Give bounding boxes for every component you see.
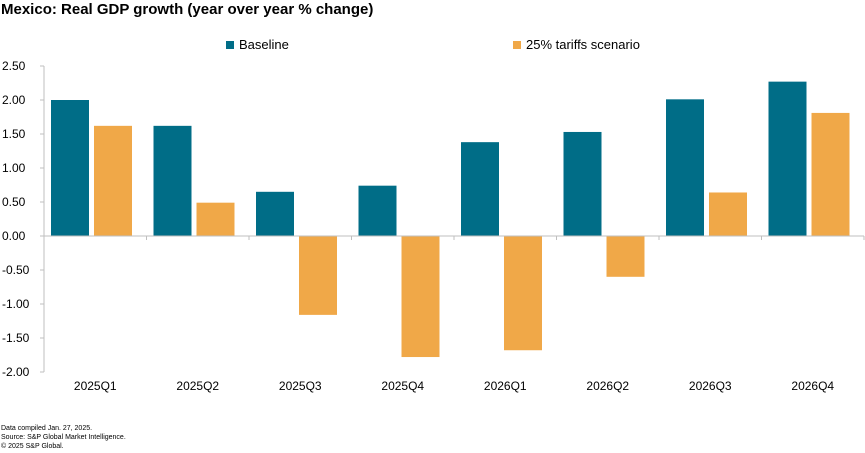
bar-baseline-2026Q2 (563, 131, 602, 236)
x-tick-label-2026Q4: 2026Q4 (791, 379, 834, 393)
x-tick-label-2026Q3: 2026Q3 (689, 379, 732, 393)
x-tick-label-2025Q2: 2025Q2 (176, 379, 219, 393)
x-tick-label-2025Q1: 2025Q1 (74, 379, 117, 393)
y-tick-label: 0.00 (2, 229, 26, 243)
y-tick-label: 0.50 (2, 195, 26, 209)
x-tick-label-2025Q3: 2025Q3 (279, 379, 322, 393)
bar-tariffs-2026Q3 (709, 192, 747, 236)
y-tick-label: -2.00 (2, 365, 30, 379)
y-tick-label: -1.50 (2, 331, 30, 345)
legend-label-tariffs: 25% tariffs scenario (526, 37, 640, 52)
legend-swatch-baseline (226, 40, 234, 49)
legend-item-tariffs: 25% tariffs scenario (513, 37, 640, 52)
footnote-data-compiled: Data compiled Jan. 27, 2025. (1, 425, 93, 432)
y-tick-label: 2.00 (2, 93, 26, 107)
y-tick-label: 2.50 (2, 59, 26, 73)
x-tick-label-2026Q1: 2026Q1 (484, 379, 527, 393)
y-tick-label: -0.50 (2, 263, 30, 277)
legend-swatch-tariffs (513, 40, 521, 49)
x-tick-label-2025Q4: 2025Q4 (381, 379, 424, 393)
chart-title: Mexico: Real GDP growth (year over year … (1, 1, 374, 18)
bar-baseline-2025Q1 (51, 100, 89, 236)
bar-baseline-2026Q4 (768, 81, 807, 236)
footnotes: Data compiled Jan. 27, 2025. Source: S&P… (1, 424, 126, 451)
legend-label-baseline: Baseline (239, 37, 289, 52)
bar-chart: 2.50 2.00 1.50 1.00 0.50 0.00 -0.50 -1.00 -1.50 -… (2, 59, 865, 393)
footnote-source: Source: S&P Global Market Intelligence. (1, 434, 126, 441)
legend-item-baseline: Baseline (226, 37, 289, 52)
bar-tariffs-2025Q3 (299, 236, 337, 315)
y-tick-label: 1.00 (2, 161, 26, 175)
bar-baseline-2025Q2 (153, 125, 192, 236)
bar-tariffs-2025Q2 (196, 202, 235, 236)
bar-baseline-2025Q4 (358, 185, 397, 236)
y-tick-label: 1.50 (2, 127, 26, 141)
bar-baseline-2025Q3 (256, 191, 294, 236)
x-tick-label-2026Q2: 2026Q2 (586, 379, 629, 393)
footnote-copyright: © 2025 S&P Global. (1, 443, 64, 450)
bar-tariffs-2026Q1 (504, 236, 542, 351)
bar-baseline-2026Q1 (461, 142, 499, 236)
bar-tariffs-2025Q4 (401, 236, 440, 358)
bar-tariffs-2026Q2 (606, 236, 645, 277)
bar-tariffs-2025Q1 (94, 125, 132, 236)
bar-tariffs-2026Q4 (811, 112, 850, 236)
bar-baseline-2026Q3 (666, 99, 704, 236)
y-tick-label: -1.00 (2, 297, 30, 311)
